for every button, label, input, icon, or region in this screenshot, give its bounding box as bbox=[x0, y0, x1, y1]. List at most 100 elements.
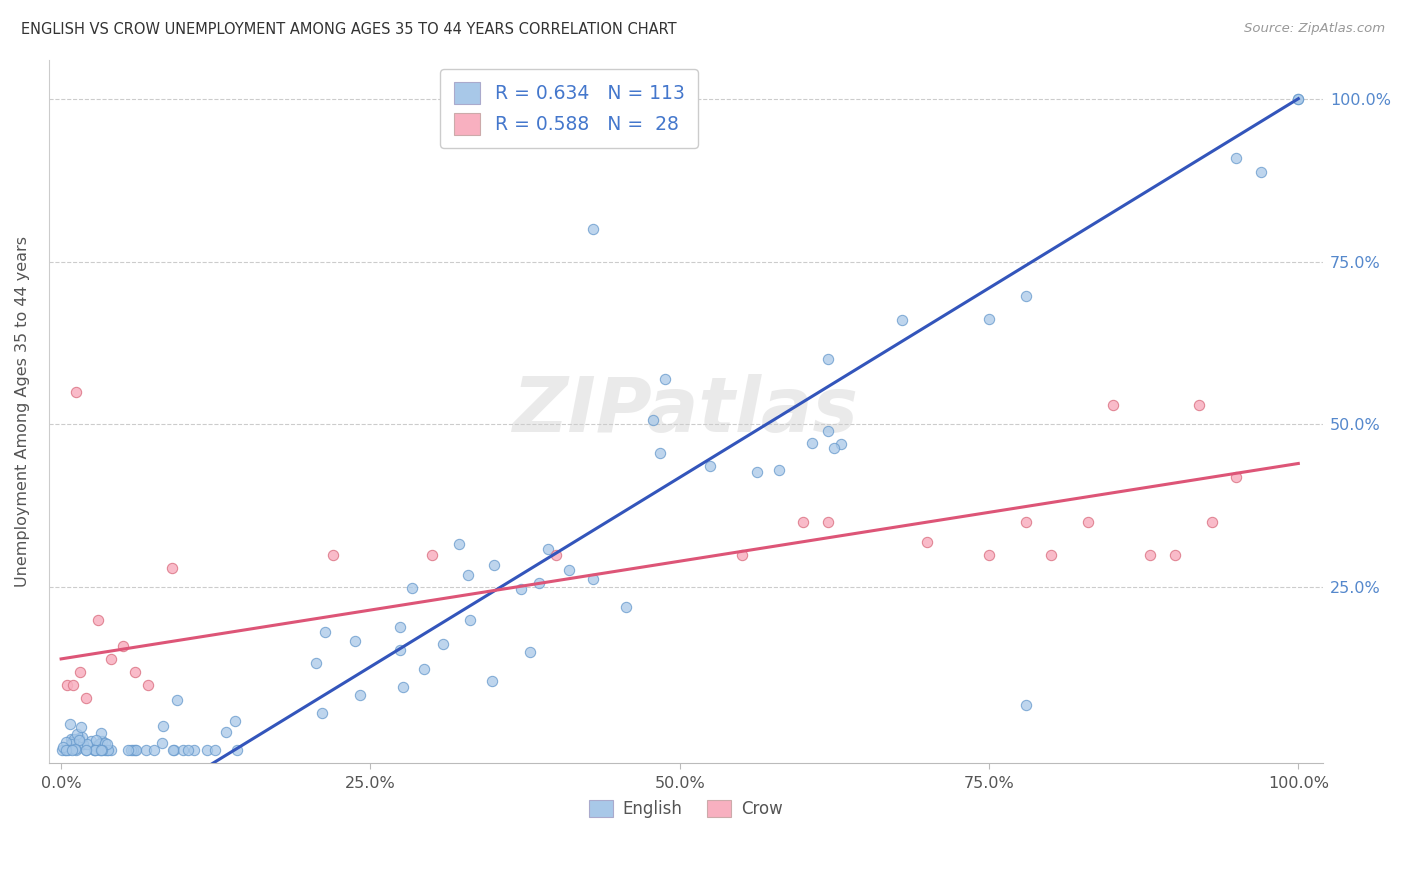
Point bbox=[60, 735, 83, 749]
Point bbox=[59, 717, 82, 731]
Point bbox=[614, 600, 637, 615]
Point bbox=[89, 738, 111, 752]
Point bbox=[124, 665, 146, 679]
Point bbox=[817, 425, 839, 439]
Point bbox=[792, 515, 814, 529]
Point bbox=[67, 733, 90, 747]
Point bbox=[699, 458, 721, 473]
Y-axis label: Unemployment Among Ages 35 to 44 years: Unemployment Among Ages 35 to 44 years bbox=[15, 235, 30, 587]
Text: ZIPatlas: ZIPatlas bbox=[513, 375, 859, 449]
Point bbox=[641, 413, 664, 427]
Point bbox=[136, 678, 159, 692]
Legend: English, Crow: English, Crow bbox=[582, 794, 789, 825]
Point bbox=[482, 558, 505, 573]
Point bbox=[1286, 92, 1309, 106]
Point bbox=[401, 581, 423, 595]
Point bbox=[817, 515, 839, 529]
Point bbox=[83, 743, 105, 757]
Point bbox=[413, 662, 436, 676]
Point bbox=[314, 624, 336, 639]
Point bbox=[83, 743, 105, 757]
Text: Source: ZipAtlas.com: Source: ZipAtlas.com bbox=[1244, 22, 1385, 36]
Point bbox=[75, 743, 97, 757]
Point bbox=[457, 567, 479, 582]
Point bbox=[87, 613, 110, 627]
Point bbox=[75, 743, 97, 757]
Point bbox=[349, 688, 371, 702]
Point bbox=[1015, 698, 1038, 712]
Point bbox=[72, 737, 94, 751]
Point bbox=[80, 733, 103, 747]
Point bbox=[94, 736, 117, 750]
Point bbox=[420, 548, 443, 562]
Point bbox=[75, 690, 97, 705]
Point bbox=[97, 743, 120, 757]
Point bbox=[537, 542, 560, 557]
Point bbox=[582, 222, 605, 236]
Point bbox=[142, 743, 165, 757]
Point bbox=[1139, 548, 1161, 562]
Point bbox=[51, 743, 73, 757]
Point bbox=[55, 743, 77, 757]
Text: ENGLISH VS CROW UNEMPLOYMENT AMONG AGES 35 TO 44 YEARS CORRELATION CHART: ENGLISH VS CROW UNEMPLOYMENT AMONG AGES … bbox=[21, 22, 676, 37]
Point bbox=[1015, 515, 1038, 529]
Point bbox=[1188, 398, 1211, 412]
Point bbox=[747, 465, 769, 479]
Point bbox=[86, 739, 108, 753]
Point bbox=[1286, 92, 1309, 106]
Point bbox=[458, 613, 481, 627]
Point bbox=[1039, 548, 1062, 562]
Point bbox=[162, 743, 184, 757]
Point bbox=[90, 743, 112, 757]
Point bbox=[432, 636, 454, 650]
Point bbox=[891, 312, 914, 326]
Point bbox=[177, 743, 200, 757]
Point bbox=[96, 743, 118, 757]
Point bbox=[162, 560, 184, 574]
Point bbox=[117, 743, 139, 757]
Point bbox=[558, 564, 581, 578]
Point bbox=[89, 743, 111, 757]
Point bbox=[52, 740, 75, 755]
Point bbox=[69, 665, 91, 679]
Point bbox=[63, 742, 86, 756]
Point bbox=[648, 445, 671, 459]
Point bbox=[481, 673, 503, 688]
Point bbox=[84, 732, 107, 747]
Point bbox=[152, 719, 174, 733]
Point bbox=[163, 743, 186, 757]
Point bbox=[94, 743, 117, 757]
Point bbox=[60, 731, 83, 746]
Point bbox=[90, 743, 112, 757]
Point bbox=[823, 441, 845, 455]
Point bbox=[55, 735, 77, 749]
Point bbox=[90, 734, 112, 748]
Point bbox=[344, 634, 367, 648]
Point bbox=[56, 678, 79, 692]
Point bbox=[65, 743, 87, 757]
Point bbox=[65, 384, 87, 399]
Point bbox=[83, 743, 105, 757]
Point bbox=[120, 743, 142, 757]
Point bbox=[1077, 515, 1099, 529]
Point bbox=[150, 736, 173, 750]
Point bbox=[730, 548, 752, 562]
Point bbox=[67, 740, 90, 755]
Point bbox=[215, 724, 238, 739]
Point bbox=[527, 576, 550, 591]
Point bbox=[1225, 151, 1247, 165]
Point bbox=[226, 743, 249, 757]
Point bbox=[59, 739, 82, 753]
Point bbox=[125, 743, 148, 757]
Point bbox=[60, 743, 83, 757]
Point bbox=[166, 693, 188, 707]
Point bbox=[70, 730, 93, 744]
Point bbox=[76, 737, 98, 751]
Point bbox=[654, 372, 676, 386]
Point bbox=[510, 582, 533, 597]
Point bbox=[817, 352, 839, 367]
Point bbox=[830, 437, 852, 451]
Point bbox=[800, 436, 823, 450]
Point bbox=[62, 678, 84, 692]
Point bbox=[100, 652, 122, 666]
